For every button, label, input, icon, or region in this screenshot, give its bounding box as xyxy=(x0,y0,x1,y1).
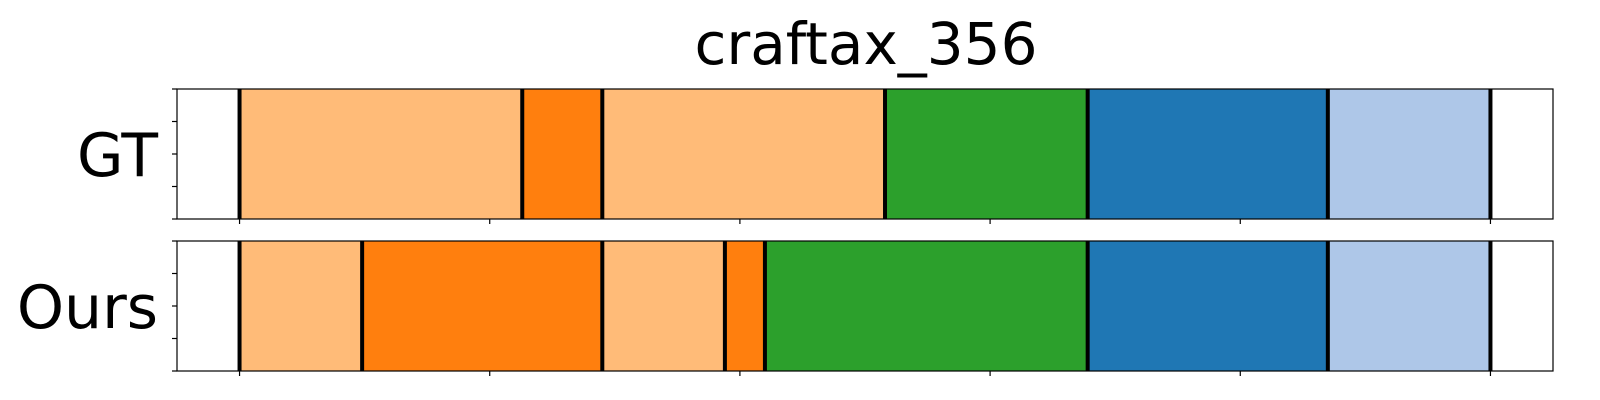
segment-gt-2 xyxy=(522,89,603,219)
row-gt: GT xyxy=(77,88,1554,224)
row-ours: Ours xyxy=(17,240,1554,376)
segment-gt-3 xyxy=(602,89,886,219)
segment-gt-4 xyxy=(885,89,1088,219)
segment-gt-5 xyxy=(1087,89,1328,219)
segment-ours-1 xyxy=(239,241,363,371)
segment-ours-7 xyxy=(1327,241,1491,371)
segment-ours-4 xyxy=(724,241,765,371)
segment-gt-1 xyxy=(239,89,523,219)
row-label-gt: GT xyxy=(77,121,158,191)
segment-ours-2 xyxy=(362,241,603,371)
rows-layer: GT Ours xyxy=(17,88,1554,376)
segment-ours-6 xyxy=(1087,241,1328,371)
chart-title: craftax_356 xyxy=(695,10,1038,78)
segment-ours-3 xyxy=(602,241,725,371)
segment-ours-5 xyxy=(764,241,1088,371)
row-label-ours: Ours xyxy=(17,273,158,343)
segment-gt-6 xyxy=(1327,89,1491,219)
